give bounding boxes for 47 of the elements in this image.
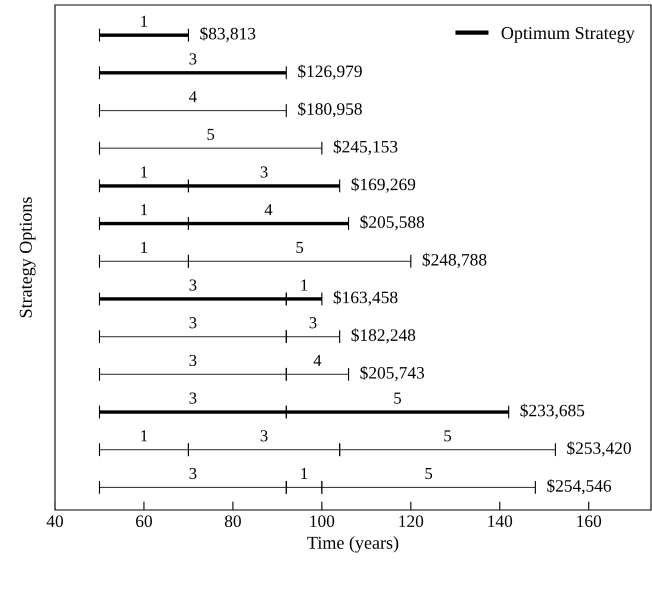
annotation: 1 (301, 280, 308, 291)
annotation: 1 (141, 204, 148, 216)
annotation: 4 (189, 91, 197, 102)
x-tick-label: 100 (310, 515, 334, 528)
x-tick-label: 60 (136, 515, 152, 528)
annotation: $205,743 (360, 366, 424, 382)
annotation: $182,248 (352, 328, 416, 344)
x-tick-label: 120 (399, 515, 424, 528)
annotation: 4 (264, 204, 272, 216)
annotation: 3 (190, 53, 196, 65)
annotation: $169,269 (352, 178, 416, 193)
x-tick-label: 160 (577, 515, 602, 528)
annotation: 3 (190, 468, 196, 480)
annotation: 5 (425, 468, 432, 480)
annotation: 5 (444, 430, 452, 442)
annotation: 3 (190, 392, 196, 404)
annotation: 3 (190, 317, 196, 328)
annotation: $254,546 (547, 478, 612, 494)
annotation: 5 (207, 128, 214, 140)
annotation: $245,153 (334, 140, 398, 156)
annotation: $180,958 (298, 102, 362, 118)
annotation: 3 (310, 317, 316, 328)
annotation: $83,813 (200, 26, 256, 42)
annotation: $253,420 (567, 441, 631, 457)
annotation: 3 (190, 279, 196, 291)
annotation: 1 (141, 16, 148, 27)
x-axis-title: Time (years) (307, 536, 398, 553)
annotation: $233,685 (520, 404, 584, 419)
annotation: $126,979 (298, 64, 362, 80)
annotation: 3 (190, 354, 196, 366)
x-tick-label: 140 (488, 515, 512, 528)
annotation: 3 (260, 166, 268, 178)
annotation: 3 (260, 430, 268, 442)
annotation: $205,588 (360, 215, 424, 230)
x-tick-label: 80 (224, 515, 241, 528)
y-axis-title: Strategy Options (20, 197, 36, 318)
annotation: $163,458 (334, 290, 398, 306)
annotation: 4 (314, 354, 322, 366)
annotation: 1 (141, 430, 148, 442)
x-tick-label: 40 (46, 515, 64, 528)
annotation: 1 (141, 242, 148, 253)
annotation: 5 (296, 242, 304, 253)
legend-label: Optimum Strategy (502, 26, 635, 43)
annotation: 1 (141, 166, 148, 178)
annotation: 1 (301, 468, 308, 479)
annotation: $248,788 (422, 252, 486, 268)
annotation: 5 (394, 392, 401, 404)
